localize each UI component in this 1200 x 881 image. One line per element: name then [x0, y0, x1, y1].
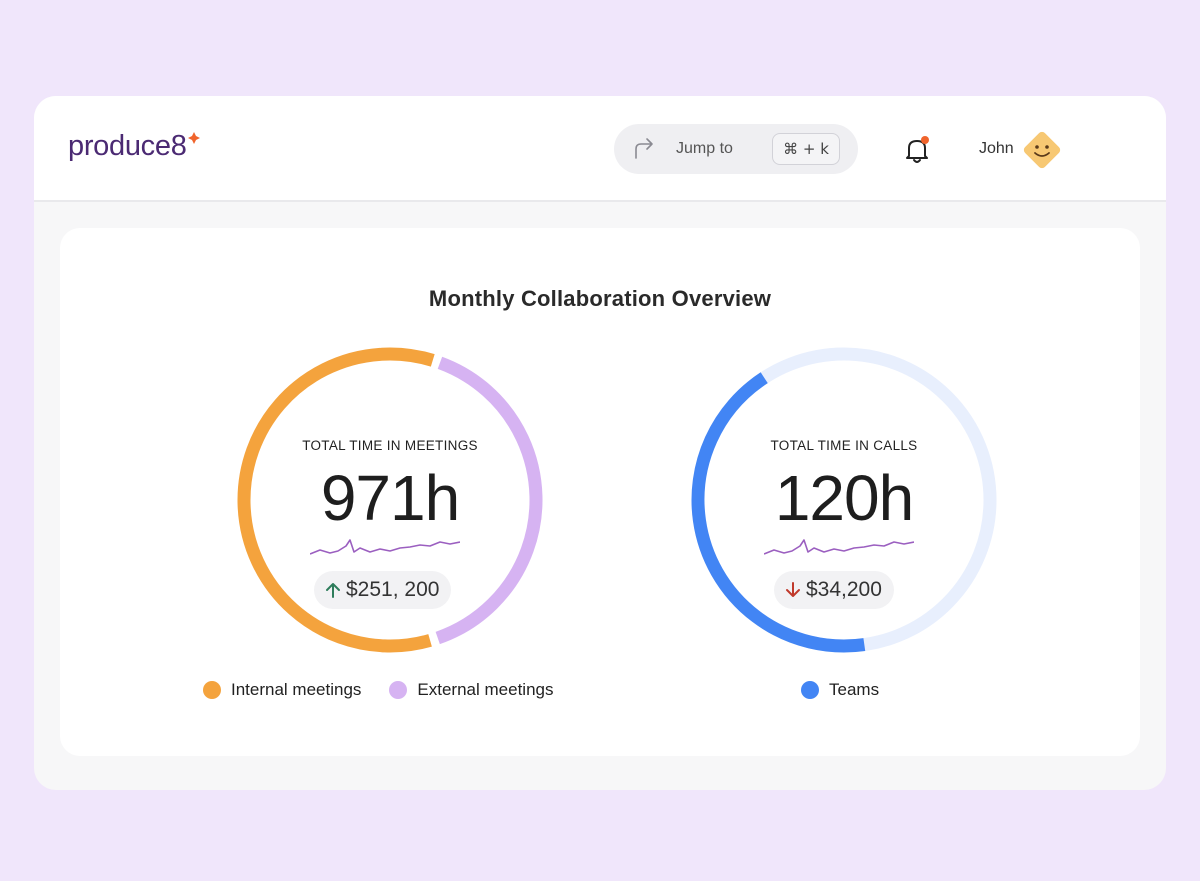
calls-cost: $34,200 [806, 578, 882, 601]
legend-item-teams[interactable]: Teams [801, 680, 879, 700]
card-title: Monthly Collaboration Overview [428, 286, 772, 311]
legend-dot-teams [801, 681, 819, 699]
logo-text: produce8 [68, 130, 187, 162]
calls-cost-badge: $34,200 [774, 571, 894, 609]
smiley-avatar-icon[interactable] [1019, 127, 1065, 173]
legend-label-internal: Internal meetings [231, 680, 362, 699]
jump-to-label: Jump to [676, 140, 733, 157]
calls-teams-segment [691, 347, 997, 653]
meetings-value: 971h [320, 462, 460, 534]
redirect-arrow-icon [635, 138, 653, 159]
legend-label-external: External meetings [417, 680, 554, 699]
meetings-external-segment [237, 347, 543, 653]
logo-spark-icon [187, 132, 200, 144]
bell-icon[interactable] [902, 134, 932, 166]
legend-dot-external [389, 681, 408, 699]
meetings-legend: Internal meetings External meetings [203, 680, 581, 700]
legend-item-internal-meetings[interactable]: Internal meetings [203, 680, 361, 700]
meetings-cost: $251, 200 [346, 578, 440, 601]
arrow-up-icon [326, 583, 340, 598]
meetings-cost-badge: $251, 200 [314, 571, 452, 609]
calls-value: 120h [774, 462, 914, 534]
calls-legend: Teams [801, 680, 907, 700]
logo[interactable]: produce8 [68, 130, 200, 163]
legend-item-external-meetings[interactable]: External meetings [389, 680, 553, 700]
meetings-label: TOTAL TIME IN MEETINGS [302, 438, 478, 453]
arrow-down-icon [786, 582, 800, 597]
app-window: produce8 Jump to ⌘ + k John Monthly Col [34, 96, 1166, 790]
legend-dot-internal [203, 681, 221, 699]
top-bar: produce8 Jump to ⌘ + k John [34, 96, 1166, 202]
calls-label: TOTAL TIME IN CALLS [770, 438, 918, 453]
meetings-donut-chart: TOTAL TIME IN MEETINGS 971h $251, 200 [234, 344, 546, 656]
keyboard-shortcut-badge: ⌘ + k [772, 133, 840, 165]
legend-label-teams: Teams [829, 680, 880, 699]
meetings-sparkline [310, 539, 460, 555]
meetings-internal-segment [237, 347, 543, 653]
collaboration-overview-card: Monthly Collaboration Overview TOTAL TIM… [60, 228, 1140, 756]
calls-donut-chart: TOTAL TIME IN CALLS 120h $34,200 [688, 344, 1000, 656]
notification-dot [921, 136, 929, 144]
calls-sparkline [764, 539, 914, 555]
jump-to-search[interactable]: Jump to ⌘ + k [614, 124, 858, 174]
user-name[interactable]: John [979, 140, 1014, 157]
